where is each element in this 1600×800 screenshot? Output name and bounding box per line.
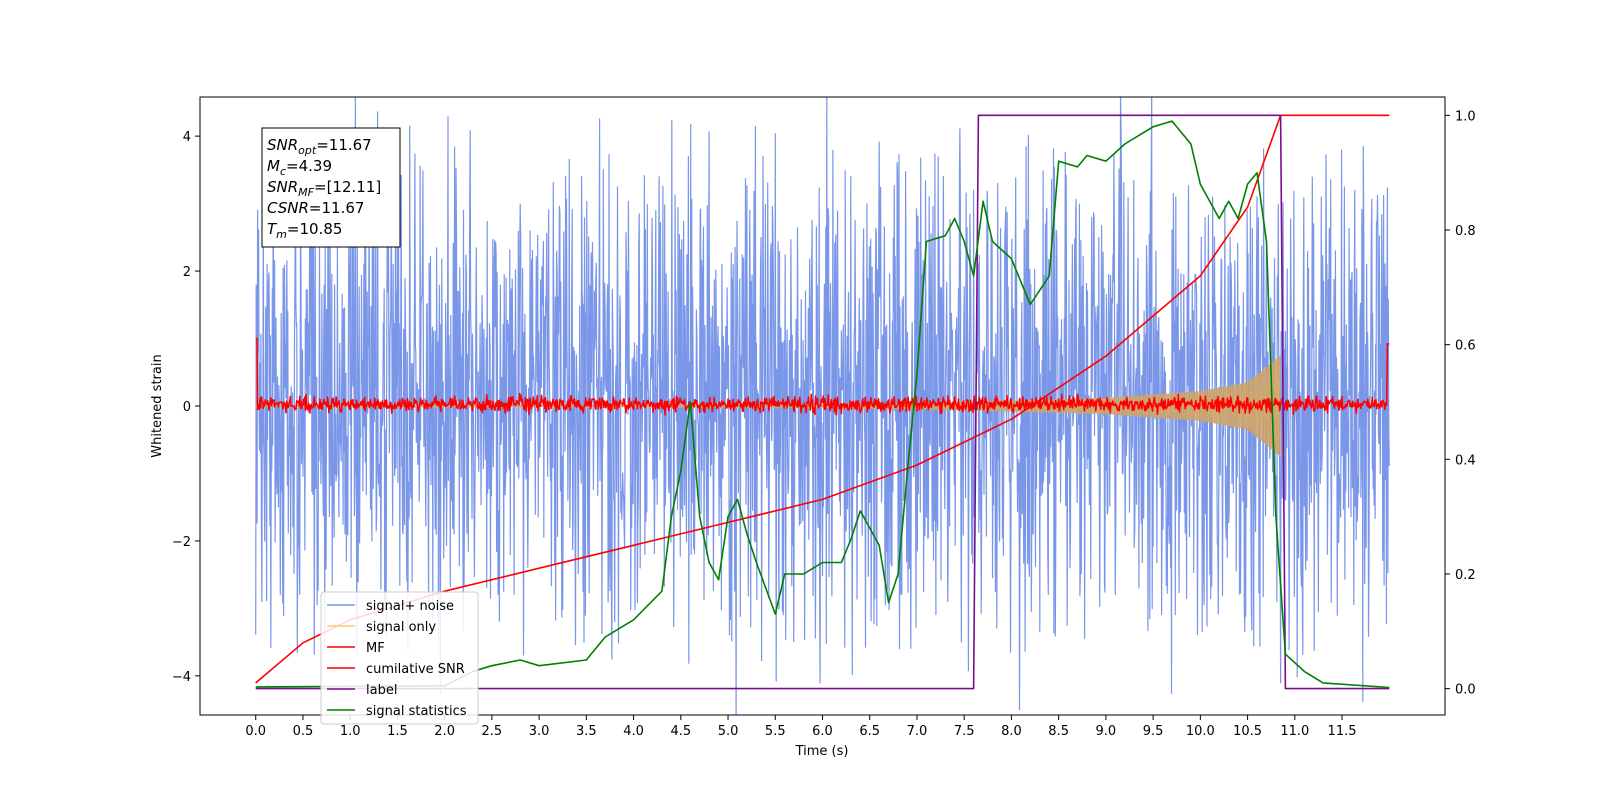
y2-tick-label: 1.0	[1455, 109, 1476, 124]
series-mf	[255, 337, 1390, 416]
x-tick-label: 8.5	[1048, 724, 1069, 739]
legend: signal+ noise signal only MF cumilative SNR…	[320, 591, 479, 725]
y-axis-label: Whitened strain	[150, 354, 165, 457]
axes-layer: 0.0 0.5 1.0 1.5 2.0 2.5 3.0 3.5 4.0 4.5 5.0 5.5 6.0 6…	[172, 96, 1476, 739]
y-tick-label: 4	[183, 130, 191, 145]
x-tick-label: 11.0	[1280, 724, 1309, 739]
y-tick-label: −4	[172, 670, 191, 685]
legend-label: MF	[366, 641, 385, 656]
series-signal-noise	[255, 97, 1390, 715]
legend-frame	[320, 591, 479, 725]
x-tick-label: 6.5	[859, 724, 880, 739]
legend-label: cumilative SNR	[366, 662, 465, 677]
info-line: Tm=10.85	[267, 220, 342, 241]
info-line: SNRopt=11.67	[267, 136, 372, 157]
y-tick-label: 2	[183, 265, 191, 280]
x-tick-label: 5.0	[718, 724, 739, 739]
info-box: SNRopt=11.67Mc=4.39SNRMF=[12.11]CSNR=11.…	[261, 127, 401, 248]
info-line: CSNR=11.67	[267, 199, 364, 217]
y-tick-label: −2	[172, 535, 191, 550]
x-tick-label: 10.5	[1233, 724, 1262, 739]
x-tick-label: 7.5	[954, 724, 975, 739]
y2-tick-label: 0.0	[1455, 683, 1476, 698]
info-line: Mc=4.39	[267, 157, 332, 178]
y-tick-label: 0	[183, 400, 191, 415]
y2-tick-label: 0.6	[1455, 339, 1476, 354]
x-tick-label: 10.0	[1186, 724, 1215, 739]
x-tick-label: 9.0	[1096, 724, 1117, 739]
x-tick-label: 4.5	[670, 724, 691, 739]
series-label	[255, 114, 1390, 690]
y2-tick-label: 0.8	[1455, 224, 1476, 239]
legend-label: signal+ noise	[366, 599, 454, 614]
x-tick-label: 7.0	[907, 724, 928, 739]
y2-tick-label: 0.2	[1455, 568, 1476, 583]
x-tick-label: 0.0	[245, 724, 266, 739]
y2-tick-label: 0.4	[1455, 453, 1476, 468]
x-tick-label: 3.5	[576, 724, 597, 739]
x-tick-label: 8.0	[1001, 724, 1022, 739]
x-tick-label: 4.0	[623, 724, 644, 739]
x-tick-label: 5.5	[765, 724, 786, 739]
x-tick-label: 2.5	[482, 724, 503, 739]
legend-label: signal only	[366, 620, 436, 635]
x-tick-label: 3.0	[529, 724, 550, 739]
x-tick-label: 9.5	[1143, 724, 1164, 739]
x-tick-label: 0.5	[293, 724, 314, 739]
x-tick-label: 1.5	[387, 724, 408, 739]
series-signal-statistics	[255, 120, 1390, 689]
legend-label: label	[366, 683, 397, 698]
x-tick-label: 1.0	[340, 724, 361, 739]
info-line: SNRMF=[12.11]	[267, 178, 381, 199]
x-tick-label: 2.0	[434, 724, 455, 739]
legend-label: signal statistics	[366, 704, 467, 719]
x-tick-label: 6.0	[812, 724, 833, 739]
x-axis-label: Time (s)	[795, 744, 849, 759]
info-box-frame	[261, 127, 401, 248]
x-tick-label: 11.5	[1328, 724, 1357, 739]
